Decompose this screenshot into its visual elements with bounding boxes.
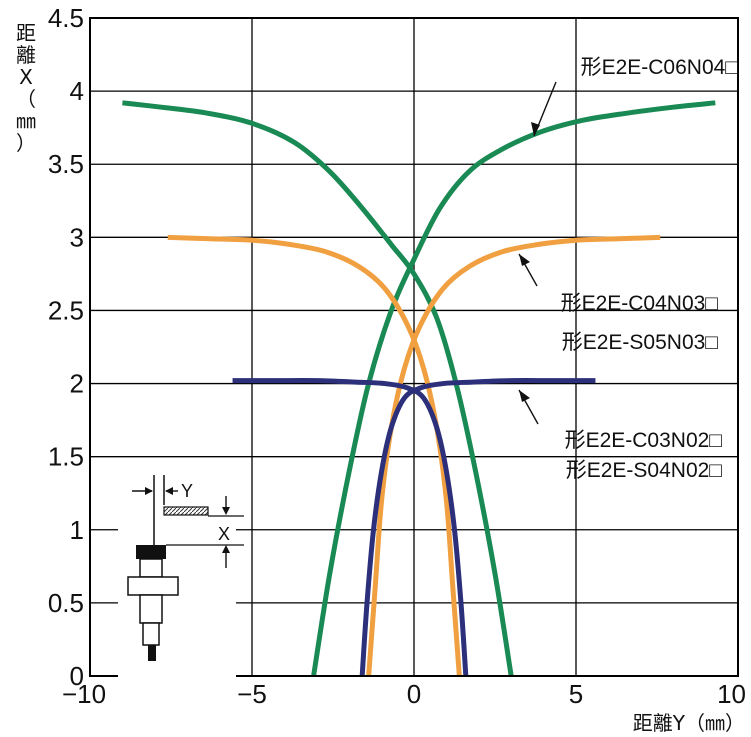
y-tick-label: 0.5: [48, 588, 84, 618]
series-e2e_c06: [122, 100, 716, 677]
label-e2e-c03-line1: 形E2E-C03N02□: [565, 429, 723, 452]
x-axis-title: 距離Y（㎜）: [633, 711, 745, 735]
series-layer: [122, 100, 716, 677]
sensor-body-upper: [139, 558, 163, 578]
y-tick-label: 4.5: [48, 3, 84, 33]
x-arrowhead-top: [222, 507, 230, 515]
label-e2e-s05-line2: 形E2E-S05N03□: [562, 331, 719, 354]
series-line-e2e_c03_s04-2: [232, 378, 469, 677]
y-tick-label: 2: [70, 369, 84, 399]
y-axis-title: 距離 X （㎜）: [16, 21, 36, 155]
x-arrowhead-bottom: [222, 545, 230, 553]
sensor-diagram: Y X: [118, 470, 244, 680]
label-e2e-c06: 形E2E-C06N04□: [531, 56, 739, 137]
sensor-nut: [127, 576, 179, 596]
sensor-cable: [148, 645, 156, 661]
sensing-target-plate: [163, 506, 209, 516]
sensor-cable-sleeve: [142, 622, 160, 646]
label-e2e-c04-s05: 形E2E-C04N03□ 形E2E-S05N03□: [518, 253, 719, 354]
tick-labels: 0 0.5 1 1.5 2 2.5 3 3.5 4 4.5 −10 −5 0 5 10: [48, 3, 746, 709]
label-e2e-s04-line2: 形E2E-S04N02□: [566, 459, 723, 482]
plot-frame: [89, 17, 739, 677]
x-tick-label: −5: [237, 679, 267, 709]
y-tick-label: 3: [70, 222, 84, 252]
y-dimension-label: Y: [181, 481, 193, 501]
series-line-e2e_c04_s05-2: [167, 234, 462, 677]
y-arrowhead-right: [165, 487, 173, 495]
y-tick-label: 4: [70, 76, 84, 106]
y-arrowhead-left: [145, 487, 153, 495]
series-line-e2e_c06-1: [311, 100, 716, 677]
leader-arrowhead-e2e-c06: [531, 122, 540, 136]
y-tick-label: 0: [70, 661, 84, 691]
x-tick-label: 0: [407, 679, 421, 709]
label-e2e-c04-line1: 形E2E-C04N03□: [561, 292, 719, 315]
x-dimension-label: X: [218, 524, 230, 544]
x-tick-label: 10: [717, 679, 746, 709]
sensor-diagram-background: [118, 470, 236, 680]
sensor-sensing-face: [136, 545, 166, 559]
series-line-e2e_c03_s04-1: [359, 378, 596, 677]
y-tick-label: 1.5: [48, 442, 84, 472]
sensor-body-lower: [139, 594, 163, 624]
y-tick-label: 1: [70, 515, 84, 545]
leader-arrowhead-e2e-c03: [519, 390, 530, 402]
series-line-e2e_c06-2: [122, 100, 514, 677]
y-tick-label: 2.5: [48, 295, 84, 325]
leader-arrowhead-e2e-c04: [519, 254, 530, 266]
label-e2e-c03-s04: 形E2E-C03N02□ 形E2E-S04N02□: [518, 389, 723, 482]
series-e2e_c04_s05: [167, 234, 661, 677]
plot-border: [89, 17, 739, 677]
series-e2e_c03_s04: [232, 378, 596, 677]
x-tick-label: 5: [569, 679, 583, 709]
y-axis-title-text: 距離 X （㎜）: [16, 21, 36, 155]
x-tick-label: −10: [62, 679, 106, 709]
y-tick-label: 3.5: [48, 149, 84, 179]
label-e2e-c06-line1: 形E2E-C06N04□: [581, 56, 739, 79]
series-line-e2e_c04_s05-1: [366, 234, 661, 677]
